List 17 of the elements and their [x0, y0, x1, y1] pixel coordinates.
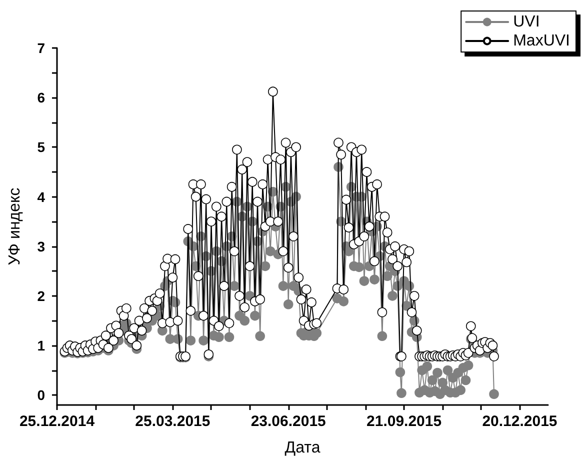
x-tick-label: 25.03.2015 [135, 413, 210, 430]
y-axis-title: УФ индекс [6, 188, 24, 266]
legend-label: UVI [513, 14, 540, 30]
legend-label: MaxUVI [513, 32, 570, 50]
x-tick-label: 23.06.2015 [250, 413, 326, 430]
y-tick-label: 2 [37, 288, 46, 304]
y-tick-label: 5 [37, 139, 46, 156]
x-tick-label: 25.12.2014 [19, 413, 96, 430]
y-tick-label: 3 [37, 238, 46, 254]
x-axis-title: Дата [284, 440, 320, 456]
x-tick-label: 21.09.2015 [366, 413, 442, 430]
y-tick-label: 4 [37, 188, 46, 205]
y-tick-label: 7 [37, 40, 46, 56]
y-tick-label: 6 [37, 90, 46, 106]
y-tick-label: 0 [37, 387, 46, 404]
y-tick-label: 1 [37, 338, 46, 354]
x-tick-label: 20.12.2015 [482, 413, 558, 430]
